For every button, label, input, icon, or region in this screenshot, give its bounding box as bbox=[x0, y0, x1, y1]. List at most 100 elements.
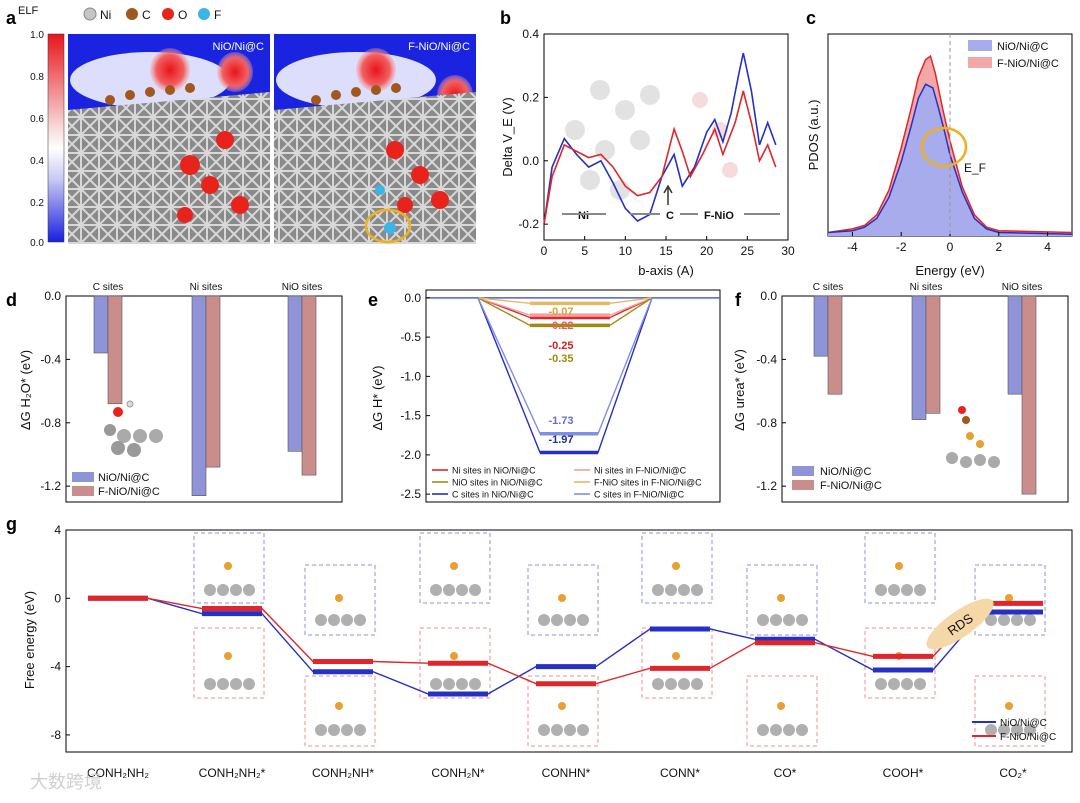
ytick-label: -2.0 bbox=[400, 448, 421, 462]
c-atom-icon bbox=[126, 8, 138, 20]
elf-tick-0-6: 0.6 bbox=[30, 114, 44, 125]
panel-letter-e: e bbox=[368, 290, 378, 310]
legend-c-f-nio: F-NiO/Ni@C bbox=[997, 58, 1059, 70]
panel-e-value-label: -0.07 bbox=[548, 306, 573, 318]
bar-category-label: NiO sites bbox=[282, 282, 323, 293]
panel-g-structure-insets bbox=[193, 532, 1046, 747]
ytick-label: -4 bbox=[50, 660, 61, 674]
inset-atom bbox=[777, 702, 785, 710]
inset-atom bbox=[985, 724, 997, 736]
inset-atom bbox=[888, 678, 900, 690]
bar-f-bars-2-1 bbox=[1021, 295, 1037, 495]
inset-atom bbox=[230, 678, 242, 690]
ytick-label: -2.5 bbox=[400, 487, 421, 501]
inset-atom bbox=[204, 678, 216, 690]
legend-e-label: C sites in F-NiO/Ni@C bbox=[594, 490, 685, 500]
ytick-label: -1.5 bbox=[400, 409, 421, 423]
panel-g-category-label: CONN* bbox=[660, 766, 700, 780]
panel-b-ytick-label: 0.2 bbox=[522, 90, 539, 104]
panel-c-line-1 bbox=[827, 54, 1073, 234]
panel-b-structure-overlay bbox=[565, 80, 738, 200]
panel-c-ylabel: PDOS (a.u.) bbox=[806, 100, 821, 171]
inset-atom bbox=[217, 678, 229, 690]
bar-category-label: C sites bbox=[813, 282, 844, 293]
region-label-ni: Ni bbox=[578, 210, 589, 222]
inset-atom bbox=[1011, 724, 1023, 736]
panel-b-xtick-label: 30 bbox=[781, 244, 795, 258]
elf-legend-title: ELF bbox=[18, 5, 38, 17]
panel-a-elf-map: ELF 1.0 0.8 0.6 0.4 0.2 0.0 Ni C O F NiO… bbox=[18, 5, 476, 249]
inset-atom bbox=[888, 584, 900, 596]
panel-c-line-0 bbox=[827, 83, 1073, 235]
inset-atom bbox=[430, 678, 442, 690]
ytick-label: -0.5 bbox=[400, 330, 421, 344]
inset-atom bbox=[985, 614, 997, 626]
inset-atom bbox=[1005, 702, 1013, 710]
ytick-label: -0.4 bbox=[40, 352, 61, 366]
inset-atom bbox=[551, 614, 563, 626]
fermi-label: E_F bbox=[964, 161, 986, 175]
inset-atom bbox=[354, 724, 366, 736]
panel-b-xtick-label: 15 bbox=[659, 244, 673, 258]
panel-e-value-label: -0.25 bbox=[548, 340, 573, 352]
inset-atom bbox=[456, 678, 468, 690]
panel-g-category-label: CONH₂N* bbox=[431, 766, 485, 780]
bar-d-bars-1-1 bbox=[205, 295, 221, 468]
inset-atom bbox=[335, 702, 343, 710]
ytick-label: 4 bbox=[54, 523, 61, 537]
ytick-label: -1.2 bbox=[756, 479, 777, 493]
bar-f-bars-1-0 bbox=[911, 295, 927, 420]
f-atom-icon bbox=[198, 8, 210, 20]
elf-tick-0-2: 0.2 bbox=[30, 198, 44, 209]
panel-b-ylabel: Delta V_E (V) bbox=[500, 97, 515, 176]
legend-e-label: Ni sites in F-NiO/Ni@C bbox=[594, 466, 687, 476]
legend-f-f-nio: F-NiO/Ni@C bbox=[820, 480, 882, 492]
inset-atom bbox=[672, 652, 680, 660]
panel-g-category-label: CO₂* bbox=[999, 766, 1027, 780]
inset-atom bbox=[538, 614, 550, 626]
atom-label-ni: Ni bbox=[100, 8, 111, 22]
inset-atom bbox=[224, 562, 232, 570]
inset-atom bbox=[564, 724, 576, 736]
panel-letter-f: f bbox=[735, 290, 742, 310]
panel-e-value-label: -1.97 bbox=[548, 434, 573, 446]
bar-f-bars-0-0 bbox=[813, 295, 829, 357]
panel-c-xtick-label: -2 bbox=[896, 240, 907, 254]
inset-box-top bbox=[193, 532, 265, 604]
panel-c-xtick-label: -4 bbox=[847, 240, 858, 254]
inset-atom bbox=[783, 724, 795, 736]
panel-b-series-1 bbox=[543, 90, 777, 225]
inset-box-top bbox=[641, 532, 713, 604]
inset-atom bbox=[691, 584, 703, 596]
inset-box-bottom bbox=[746, 675, 818, 747]
panel-g-category-label: COOH* bbox=[883, 766, 924, 780]
inset-atom bbox=[652, 584, 664, 596]
elf-left-label: NiO/Ni@C bbox=[213, 41, 265, 53]
panel-c-xtick-label: 4 bbox=[1044, 240, 1051, 254]
inset-atom bbox=[914, 584, 926, 596]
legend-e-label: C sites in NiO/Ni@C bbox=[452, 490, 534, 500]
inset-box-top bbox=[419, 532, 491, 604]
inset-atom bbox=[328, 614, 340, 626]
legend-swatch-d-f-nio bbox=[72, 486, 94, 496]
inset-box-bottom bbox=[527, 675, 599, 747]
bar-f-bars-1-1 bbox=[925, 295, 941, 414]
inset-atom bbox=[469, 678, 481, 690]
inset-box-bottom bbox=[864, 627, 936, 699]
legend-swatch-f-nio bbox=[968, 57, 992, 68]
panel-e-value-label: -0.35 bbox=[548, 353, 573, 365]
ytick-label: -0.8 bbox=[40, 416, 61, 430]
panel-f-ylabel: ΔG urea* (eV) bbox=[732, 349, 747, 431]
bar-category-label: NiO sites bbox=[1002, 282, 1043, 293]
panel-g-category-label: CONH₂NH₂* bbox=[199, 766, 266, 780]
panel-b-ytick-label: -0.2 bbox=[518, 217, 539, 231]
bar-category-label: Ni sites bbox=[910, 282, 943, 293]
o-atom-icon bbox=[162, 8, 174, 20]
inset-atom bbox=[665, 584, 677, 596]
inset-atom bbox=[1005, 594, 1013, 602]
legend-e-label: F-NiO sites in F-NiO/Ni@C bbox=[594, 478, 702, 488]
panel-f-molecule-icon bbox=[946, 406, 1000, 468]
panel-g-category-label: CONH₂NH* bbox=[312, 766, 374, 780]
inset-atom bbox=[564, 614, 576, 626]
inset-atom bbox=[328, 724, 340, 736]
